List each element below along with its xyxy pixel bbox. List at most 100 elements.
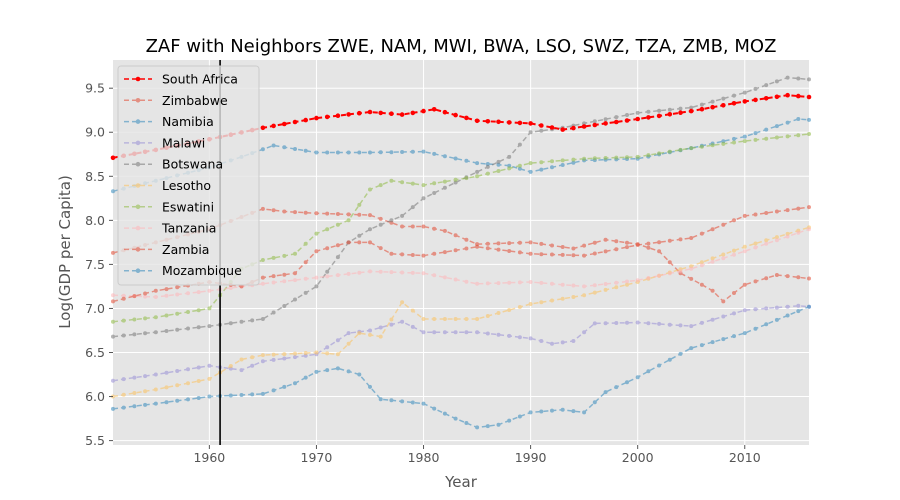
legend-label: Zambia [162,242,209,257]
data-point [732,136,736,141]
data-point [539,241,544,246]
data-point [453,416,458,421]
data-point [110,155,116,161]
data-point [164,370,169,375]
data-point [753,212,758,217]
data-point [635,243,640,247]
data-point [442,275,447,280]
data-point [175,369,180,373]
data-point [603,282,608,286]
data-point [603,121,608,126]
data-point [550,281,554,286]
data-point [432,317,437,321]
data-point [753,131,758,136]
legend-swatch-marker [135,98,141,103]
data-point [175,383,180,388]
data-point [400,213,405,218]
data-point [785,120,790,125]
data-point [464,176,469,181]
data-point [689,266,694,271]
data-point [368,150,372,155]
data-point [507,166,512,171]
data-point [346,112,351,117]
data-point [282,253,287,258]
data-point [710,317,715,322]
data-point [325,227,330,232]
data-point [260,147,265,152]
data-point [325,246,330,251]
data-point [175,285,180,290]
data-point [474,118,480,124]
data-point [807,276,811,281]
data-point [614,280,619,285]
data-point [260,359,265,364]
data-point [614,115,619,120]
data-point [485,241,490,246]
data-point [464,279,469,284]
series-south-africa [110,92,812,161]
data-point [528,240,533,245]
data-point [303,241,308,246]
x-tick-label: 1990 [515,450,547,465]
data-point [550,243,554,248]
data-point [260,353,265,358]
data-point [196,379,201,383]
data-point [517,335,522,340]
data-point [764,238,769,243]
data-point [625,155,629,160]
data-point [614,155,619,160]
series-line [112,118,810,193]
data-point [592,321,597,326]
data-point [325,269,330,274]
data-point [421,401,426,406]
data-point [368,384,372,389]
y-tick-label: 7.0 [85,301,105,316]
data-point [592,290,597,295]
data-point [442,317,447,321]
data-point [282,209,287,214]
data-point [293,251,297,256]
data-point [475,425,480,430]
data-point [753,86,758,91]
data-point [742,134,747,139]
legend-swatch-marker [135,183,141,188]
data-point [774,209,779,214]
data-point [625,380,629,385]
data-point [496,281,501,286]
data-point [657,363,662,368]
data-point [721,337,726,342]
data-point [764,211,769,215]
data-point [506,120,512,125]
data-point [228,393,233,398]
data-point [764,276,769,281]
data-point [260,125,266,131]
data-point [710,227,715,232]
data-point [732,218,736,223]
data-point [175,398,180,403]
data-point [111,378,115,383]
data-point [378,183,383,188]
data-point [432,191,437,195]
data-point [496,119,501,125]
data-point [528,161,533,166]
data-point [614,385,619,390]
data-point [603,287,608,292]
data-point [475,244,480,249]
data-point [517,414,522,419]
data-point [785,304,790,309]
data-point [400,399,405,404]
data-point [207,394,212,399]
data-point [442,185,447,190]
data-point [796,93,801,99]
legend-label: Botswana [162,157,223,172]
data-point [732,248,736,253]
legend-entry [124,204,152,210]
data-point [421,224,426,229]
data-point [517,120,523,126]
data-point [314,115,319,121]
data-point [282,272,287,277]
data-point [271,274,276,279]
data-point [228,321,233,326]
data-point [164,293,169,298]
data-point [764,127,769,132]
